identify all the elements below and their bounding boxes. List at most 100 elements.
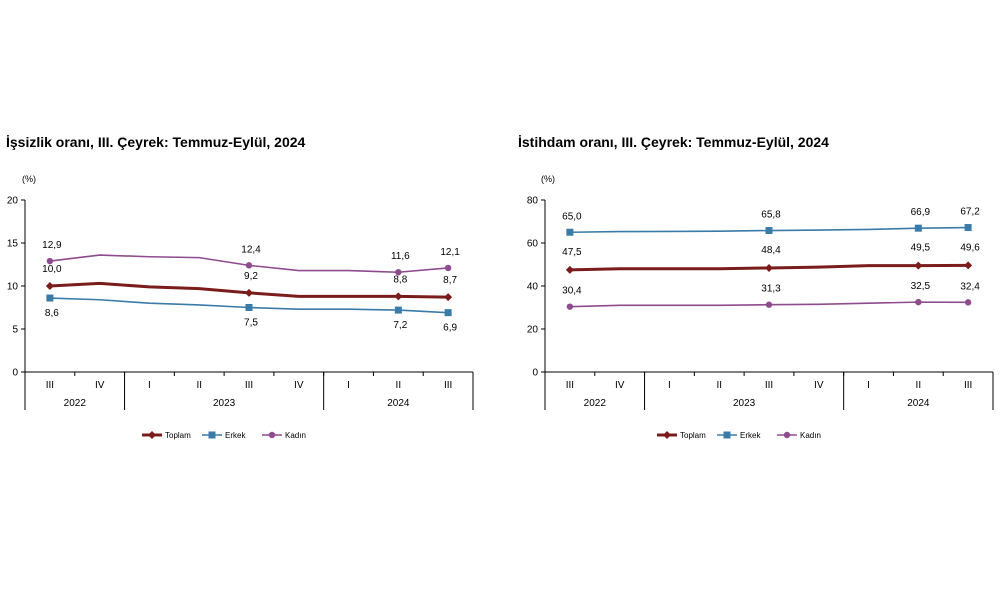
y-tick-label: 60 [527,239,539,250]
y-tick-label: 15 [7,239,19,250]
data-point-kadın [964,299,972,306]
data-point-erkek [245,304,253,311]
x-year-label: 2022 [584,398,607,409]
data-label: 8,8 [393,274,407,285]
data-label: 12,1 [440,247,460,258]
data-point-kadın [245,262,253,269]
y-tick-label: 20 [527,325,539,336]
data-label: 48,4 [761,245,781,256]
data-point-erkek [444,309,452,317]
y-tick-label: 0 [12,368,18,379]
x-year-label: 2023 [213,398,236,409]
data-point-kadın [395,269,402,276]
data-point-kadın [46,257,54,265]
data-label: 8,7 [443,275,457,286]
employment-chart-panel: İstihdam oranı, III. Çeyrek: Temmuz-Eylü… [500,0,1000,593]
legend-label-toplam: Toplam [165,431,191,440]
x-quarter-label: III [765,380,773,391]
x-quarter-label: III [46,380,54,391]
legend-marker-erkek [723,431,731,439]
data-point-kadın [765,301,773,308]
x-quarter-label: III [444,380,452,391]
chart-title: İşsizlik oranı, III. Çeyrek: Temmuz-Eylü… [6,134,306,150]
x-quarter-label: I [668,380,671,391]
data-label: 7,2 [393,320,407,331]
data-point-erkek [765,227,773,235]
data-label: 49,6 [960,242,980,253]
y-tick-label: 80 [527,196,539,207]
data-label: 67,2 [960,207,980,218]
y-tick-label: 40 [527,282,539,293]
legend-marker-kadın [268,431,276,439]
data-point-kadın [444,264,452,272]
legend-marker-toplam [663,431,671,439]
x-quarter-label: IV [95,380,105,391]
x-quarter-label: II [716,380,722,391]
y-axis-unit: (%) [541,174,555,184]
data-label: 32,5 [911,281,931,292]
data-point-toplam [765,263,773,272]
data-label: 47,5 [562,247,582,258]
legend-label-toplam: Toplam [680,431,706,440]
data-point-erkek [566,228,574,236]
data-label: 65,8 [761,210,781,221]
data-point-kadın [566,303,574,310]
data-label: 6,9 [443,323,457,334]
unemployment-chart-panel: İşsizlik oranı, III. Çeyrek: Temmuz-Eylü… [6,134,474,440]
data-point-erkek [394,306,402,314]
data-point-toplam [914,261,923,270]
x-year-label: 2022 [64,398,87,409]
x-quarter-label: III [964,380,972,391]
data-point-toplam [394,292,403,301]
x-quarter-label: I [867,380,870,391]
data-point-toplam [444,293,453,302]
data-label: 8,6 [45,308,59,319]
legend-label-kadın: Kadın [285,431,306,440]
data-point-erkek [964,224,972,232]
data-label: 9,2 [244,271,258,282]
data-point-kadın [915,298,922,306]
data-point-toplam [245,288,253,297]
x-year-label: 2024 [387,398,410,409]
data-label: 66,9 [911,207,931,218]
legend-marker-erkek [208,431,216,439]
y-tick-label: 20 [7,196,19,207]
data-label: 30,4 [562,286,582,297]
data-label: 11,6 [391,251,410,262]
x-quarter-label: I [347,380,350,391]
data-point-erkek [914,224,922,232]
legend-marker-kadın [783,431,791,439]
data-label: 31,3 [761,284,781,295]
y-tick-label: 0 [532,368,538,379]
y-axis-unit: (%) [22,174,36,184]
x-quarter-label: III [566,380,574,391]
legend-label-kadın: Kadın [800,431,821,440]
x-quarter-label: II [916,380,922,391]
y-tick-label: 10 [7,282,19,293]
data-label: 12,4 [241,244,261,255]
x-quarter-label: III [245,380,253,391]
data-point-toplam [45,282,54,290]
x-quarter-label: II [396,380,402,391]
x-year-label: 2024 [907,398,930,409]
data-point-toplam [565,265,574,274]
data-label: 49,5 [911,243,931,254]
x-quarter-label: I [148,380,151,391]
data-label: 32,4 [960,281,980,292]
x-quarter-label: IV [615,380,625,391]
data-label: 7,5 [244,318,258,329]
data-label: 10,0 [42,264,62,275]
y-tick-label: 5 [12,325,18,336]
data-label: 12,9 [42,240,62,251]
x-quarter-label: II [196,380,202,391]
chart-title: İstihdam oranı, III. Çeyrek: Temmuz-Eylü… [518,134,829,150]
data-point-toplam [964,261,973,270]
legend-label-erkek: Erkek [225,431,246,440]
legend-label-erkek: Erkek [740,431,761,440]
x-year-label: 2023 [733,398,756,409]
data-point-erkek [46,294,54,302]
x-quarter-label: IV [294,380,304,391]
data-label: 65,0 [562,211,582,222]
